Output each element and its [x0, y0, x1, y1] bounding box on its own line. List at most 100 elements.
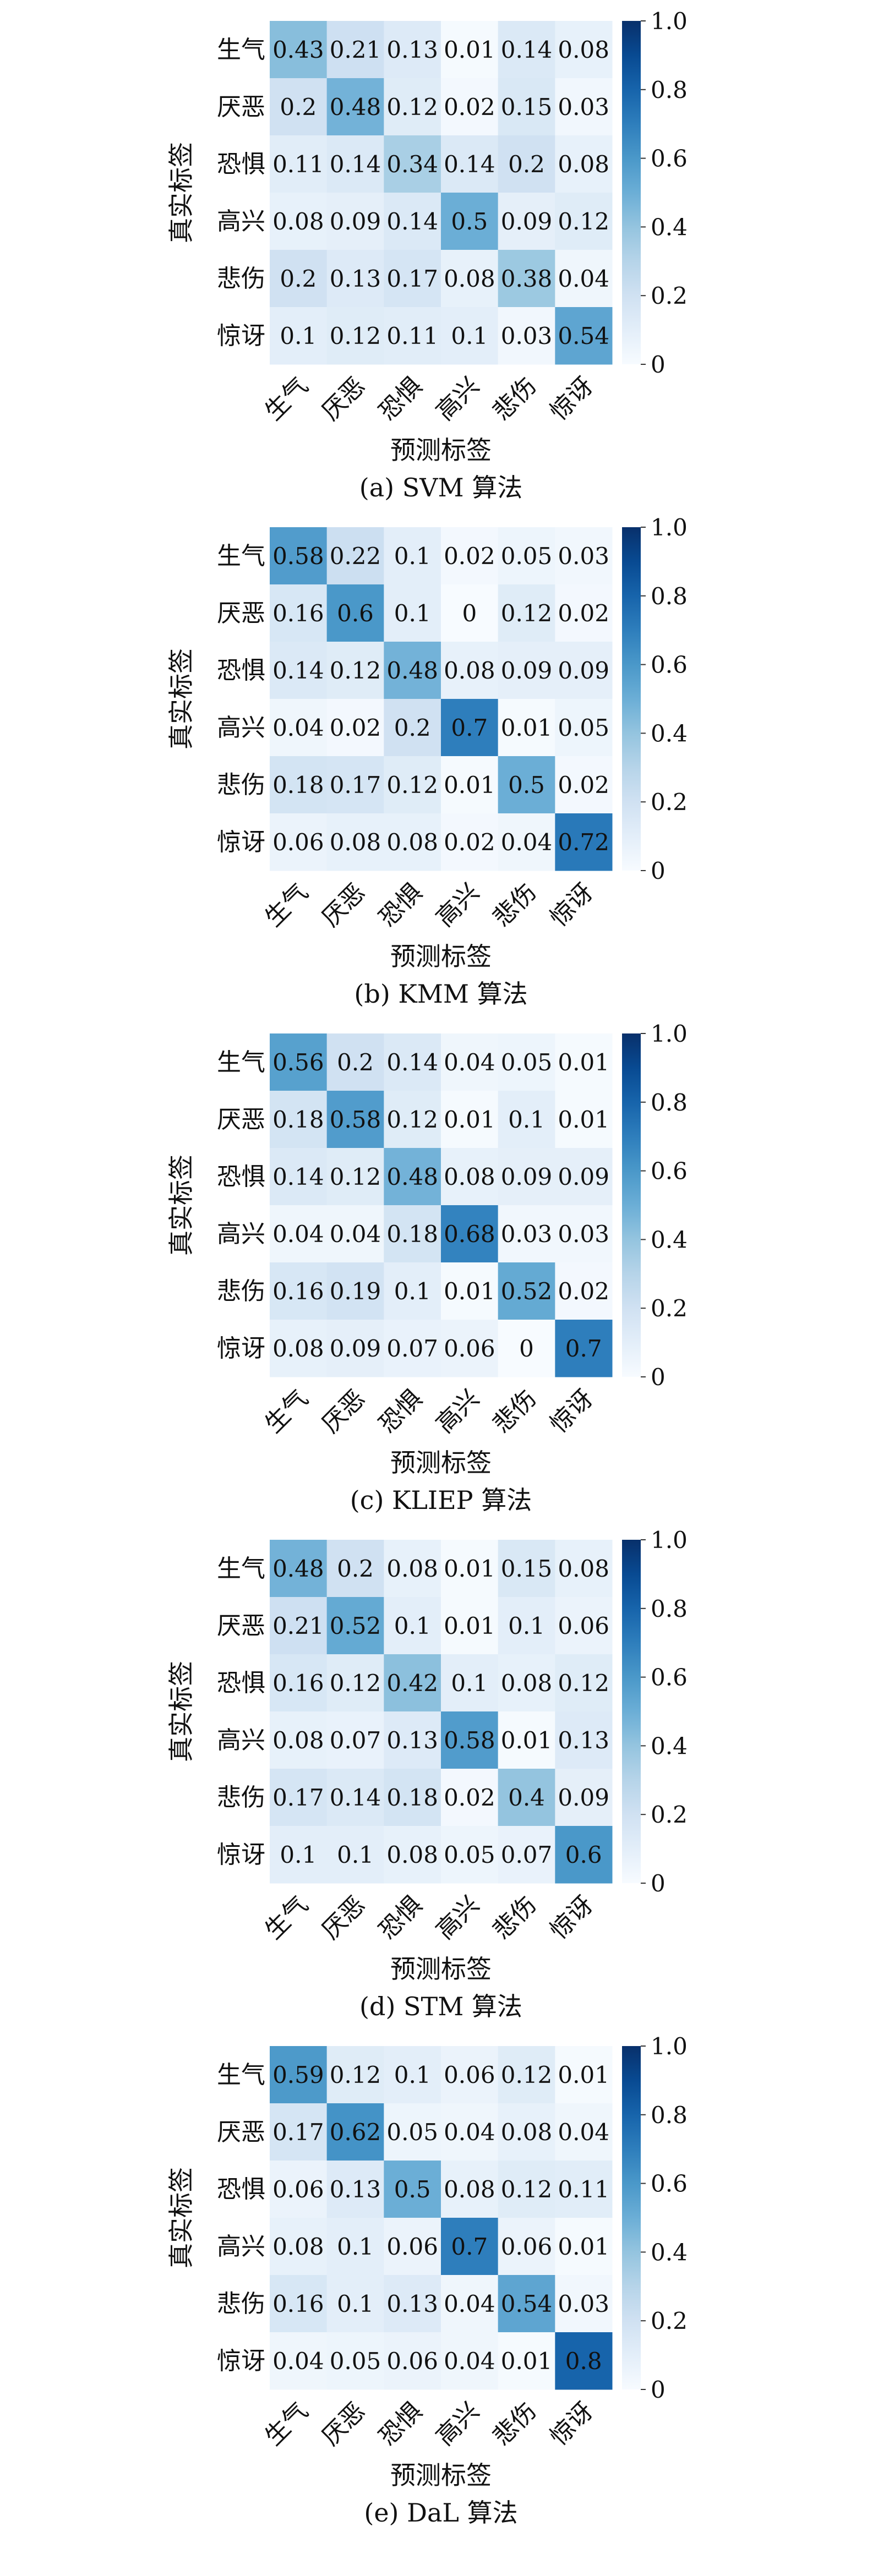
cell-value-label: 0.52: [330, 1612, 381, 1639]
cell-value-label: 0.03: [558, 94, 609, 121]
cell-value-label: 0.17: [330, 772, 381, 798]
heatmap-cell: [441, 2218, 499, 2276]
heatmap-cell: [326, 1654, 384, 1712]
cell-value-label: 0.02: [330, 714, 381, 741]
heatmap-cell: [555, 527, 613, 585]
cell-value-label: 0.17: [386, 265, 438, 292]
heatmap-cell: [498, 2275, 555, 2333]
cell-value-label: 0.21: [272, 1612, 324, 1639]
cell-value-label: 0.06: [272, 829, 324, 856]
colorbar: [622, 1033, 641, 1377]
x-tick-label: 恐惧: [374, 2397, 428, 2451]
heatmap-cell: [441, 1320, 499, 1377]
heatmap-cell: [441, 2103, 499, 2161]
heatmap-cell: [441, 699, 499, 757]
cell-value-label: 0.14: [272, 1163, 324, 1190]
y-tick-label: 惊讶: [217, 1841, 265, 1869]
cell-value-label: 0.03: [558, 543, 609, 570]
cell-value-label: 0.6: [337, 600, 374, 627]
heatmap-cell: [498, 135, 555, 193]
y-tick-label: 生气: [217, 2061, 265, 2089]
heatmap-cell: [384, 193, 441, 250]
cell-value-label: 0.08: [444, 657, 495, 684]
cell-value-label: 0.5: [451, 208, 488, 235]
heatmap-cell: [384, 756, 441, 814]
heatmap-panel: 0.48 0.2 0.08 0.01 0.15 0.080.21 0.52 0.1 0.01 0.…: [166, 1527, 688, 2021]
colorbar-tick-label: 0.6: [651, 145, 688, 172]
heatmap-cell: [326, 1597, 384, 1655]
cell-value-label: 0.06: [444, 1335, 495, 1362]
cell-value-label: 0.22: [330, 543, 381, 570]
cell-value-label: 0.08: [272, 1727, 324, 1754]
colorbar-tick-label: 0.2: [651, 2307, 688, 2334]
y-axis-title: 真实标签: [166, 648, 196, 750]
cell-value-label: 0.05: [558, 714, 609, 741]
heatmap-cell: [441, 1597, 499, 1655]
colorbar-tick-label: 1.0: [651, 1527, 688, 1554]
cell-value-label: 0.01: [444, 1278, 495, 1305]
x-tick-label: 高兴: [430, 2397, 484, 2451]
cell-value-label: 0.58: [272, 543, 324, 570]
cell-value-label: 0.09: [558, 1784, 609, 1811]
heatmap-cell: [498, 2332, 555, 2390]
cell-value-label: 0.09: [330, 1335, 381, 1362]
heatmap-cell: [555, 1091, 613, 1148]
cell-value-label: 0.02: [558, 772, 609, 798]
heatmap-cell: [555, 1711, 613, 1769]
heatmap-cell: [384, 1033, 441, 1091]
cell-value-label: 0.01: [501, 1727, 553, 1754]
heatmap-cell: [270, 1654, 328, 1712]
heatmap-cell: [326, 2103, 384, 2161]
cell-value-label: 0.03: [501, 1221, 553, 1248]
cell-value-label: 0.21: [330, 36, 381, 63]
heatmap-cell: [270, 1540, 328, 1598]
colorbar-tick-label: 1.0: [651, 1020, 688, 1047]
cell-value-label: 0.14: [444, 151, 495, 178]
y-tick-label: 生气: [217, 1048, 265, 1076]
heatmap-cell: [555, 584, 613, 642]
heatmap-cell: [498, 307, 555, 365]
y-tick-label: 悲伤: [217, 2290, 265, 2318]
colorbar: [622, 21, 641, 364]
heatmap-cell: [498, 2046, 555, 2104]
heatmap-cell: [384, 21, 441, 79]
cell-value-label: 0.58: [444, 1727, 495, 1754]
heatmap-cell: [270, 1826, 328, 1884]
colorbar-tick-label: 0.4: [651, 720, 688, 747]
cell-value-label: 0.06: [272, 2176, 324, 2203]
colorbar-tick-label: 0.4: [651, 1732, 688, 1759]
heatmap-cell: [270, 1597, 328, 1655]
heatmap-cell: [384, 1148, 441, 1206]
heatmap-cell: [326, 1148, 384, 1206]
heatmap-cell: [555, 2275, 613, 2333]
heatmap-cell: [441, 756, 499, 814]
heatmap-cell: [555, 1597, 613, 1655]
heatmap-cell: [555, 1826, 613, 1884]
cell-value-label: 0.2: [280, 265, 317, 292]
y-tick-label: 厌恶: [217, 1106, 265, 1134]
colorbar-tick-label: 0: [651, 1870, 666, 1897]
cell-value-label: 0.1: [337, 1841, 374, 1868]
heatmap-cell: [555, 2046, 613, 2104]
cell-value-label: 0.07: [501, 1841, 553, 1868]
cell-value-label: 0.8: [565, 2348, 602, 2375]
x-axis-title: 预测标签: [390, 435, 492, 465]
y-tick-label: 悲伤: [217, 1784, 265, 1812]
cell-value-label: 0.04: [272, 1221, 324, 1248]
heatmap-cell: [441, 193, 499, 250]
heatmap-cell: [270, 1262, 328, 1320]
cell-value-label: 0.01: [558, 1049, 609, 1076]
heatmap-cell: [555, 1654, 613, 1712]
cell-value-label: 0.12: [330, 322, 381, 349]
heatmap-cell: [270, 2275, 328, 2333]
cell-value-label: 0.12: [330, 2061, 381, 2088]
colorbar-tick-label: 0.6: [651, 1664, 688, 1691]
y-tick-label: 恐惧: [217, 1163, 265, 1191]
x-tick-label: 恐惧: [374, 878, 428, 932]
cell-value-label: 0.09: [330, 208, 381, 235]
heatmap-cell: [326, 1826, 384, 1884]
heatmap-cell: [498, 78, 555, 136]
colorbar-tick-label: 0.8: [651, 2102, 688, 2129]
heatmap-cell: [326, 193, 384, 250]
cell-value-label: 0.1: [337, 2290, 374, 2317]
